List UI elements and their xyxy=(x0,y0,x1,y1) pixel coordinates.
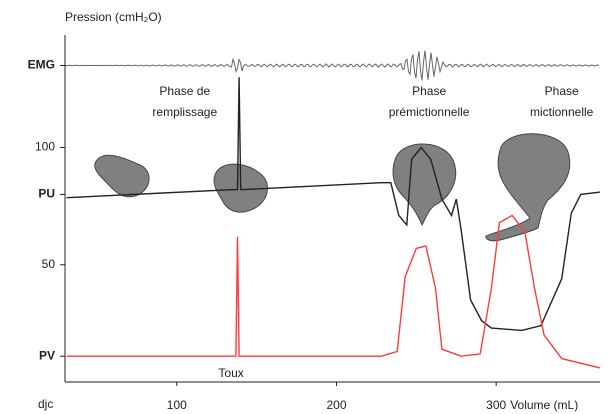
y-axis-title: Pression (cmH₂O) xyxy=(65,10,162,24)
line-series xyxy=(66,214,601,369)
y-tick-label: 100 xyxy=(35,140,55,154)
annotation: Toux xyxy=(218,366,243,380)
line-series xyxy=(66,77,601,332)
annotation: Phase de xyxy=(159,84,210,98)
x-tick-label: 300 xyxy=(486,398,506,412)
annotation: mictionnelle xyxy=(530,105,594,119)
annotation: remplissage xyxy=(152,105,217,119)
bladder-icon xyxy=(485,133,571,242)
annotation: Phase xyxy=(412,84,446,98)
y-tick-label: 50 xyxy=(42,257,56,271)
bladder-icon xyxy=(94,154,150,198)
annotation: prémictionnelle xyxy=(389,105,470,119)
x-tick-label: 200 xyxy=(326,398,346,412)
logo: djc xyxy=(38,397,53,411)
y-tick-label: PV xyxy=(39,348,55,362)
y-tick-label: PU xyxy=(38,187,55,201)
y-tick-label: EMG xyxy=(28,58,55,72)
annotation: Phase xyxy=(545,84,579,98)
x-axis-title: Volume (mL) xyxy=(510,398,578,412)
emg-trace xyxy=(64,50,600,81)
bladder-icon xyxy=(392,143,457,227)
x-tick-label: 100 xyxy=(167,398,187,412)
